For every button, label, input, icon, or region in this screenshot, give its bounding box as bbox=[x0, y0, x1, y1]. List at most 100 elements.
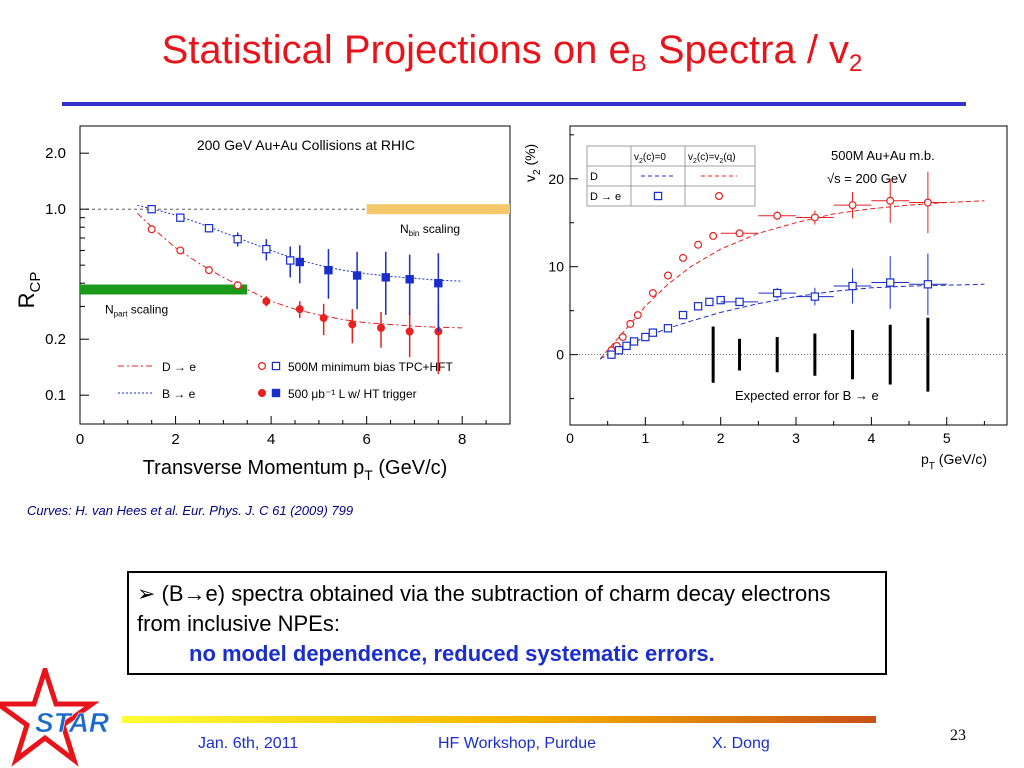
footer-bar bbox=[122, 716, 876, 723]
rcp-legend-marker bbox=[258, 362, 267, 371]
v2-legend-row-label: D bbox=[590, 171, 598, 183]
v2-legend-marker bbox=[653, 191, 663, 201]
v2-annotation-line2: √s = 200 GeV bbox=[827, 171, 907, 186]
v2-y-tick-label: 20 bbox=[548, 171, 564, 187]
npart-scaling-label: Npart scaling bbox=[105, 302, 168, 318]
rcp-legend-marker-label: 500 μb⁻¹ L w/ HT trigger bbox=[288, 387, 417, 401]
rcp-x-tick-label: 8 bbox=[458, 431, 466, 448]
v2-data-point bbox=[678, 310, 688, 320]
rcp-legend-curve-label: B → e bbox=[162, 387, 196, 401]
v2-data-point bbox=[626, 319, 635, 328]
rcp-x-axis-label: Transverse Momentum pT (GeV/c) bbox=[143, 457, 448, 483]
v2-data-point bbox=[735, 297, 744, 307]
nbin-scaling-label: Nbin scaling bbox=[400, 222, 460, 238]
v2-data-point bbox=[693, 302, 703, 311]
v2-data-point bbox=[709, 231, 718, 240]
v2-x-tick-label: 0 bbox=[566, 430, 574, 446]
rcp-data-point bbox=[348, 320, 357, 329]
rcp-data-point bbox=[324, 265, 333, 275]
v2-y-axis-label: v2 (%) bbox=[522, 144, 543, 182]
v2-x-axis-label: pT (GeV/c) bbox=[921, 451, 987, 472]
rcp-data-point bbox=[434, 278, 443, 288]
rcp-data-point bbox=[352, 271, 362, 280]
v2-data-point bbox=[773, 211, 782, 220]
rcp-data-point bbox=[295, 257, 304, 267]
v2-data-point bbox=[679, 253, 688, 262]
rcp-data-point bbox=[147, 225, 156, 234]
v2-chart: 0 1 2 3 4 5 0 10 20 pT (GeV/c) v2 (%) 500M Au+Au m.… bbox=[522, 125, 1008, 472]
nbin-scaling-band bbox=[366, 204, 510, 215]
v2-data-point bbox=[614, 346, 624, 355]
rcp-data-point bbox=[262, 297, 271, 306]
v2-y-tick-label: 10 bbox=[548, 259, 564, 275]
rcp-data-point bbox=[377, 323, 386, 332]
v2-x-tick-label: 1 bbox=[641, 430, 649, 446]
rcp-legend-curve-label: D → e bbox=[162, 360, 196, 374]
page-number: 23 bbox=[950, 727, 966, 744]
v2-data-point bbox=[772, 288, 782, 298]
rcp-data-point bbox=[233, 281, 242, 290]
npart-scaling-band bbox=[80, 284, 248, 295]
v2-data-point bbox=[641, 332, 650, 342]
v2-data-point bbox=[694, 240, 703, 249]
rcp-legend-marker bbox=[258, 389, 267, 398]
curves-citation: Curves: H. van Hees et al. Eur. Phys. J.… bbox=[27, 503, 354, 518]
rcp-data-point bbox=[233, 234, 242, 244]
rcp-chart: 0 2 4 6 8 0.1 0.2 1.0 2.0 Transverse Momentum pT … bbox=[14, 125, 511, 483]
v2-data-point bbox=[663, 324, 673, 333]
rcp-y-tick-label: 0.2 bbox=[45, 331, 66, 348]
v2-data-point bbox=[648, 289, 657, 298]
v2-annotation-line1: 500M Au+Au m.b. bbox=[831, 148, 935, 163]
rcp-legend-marker-label: 500M minimum bias TPC+HFT bbox=[288, 360, 453, 374]
rcp-legend-marker bbox=[271, 361, 281, 371]
v2-legend-header: v2(c)=0 bbox=[634, 152, 666, 165]
v2-x-tick-label: 3 bbox=[792, 430, 800, 446]
v2-legend-header: v2(c)=v2(q) bbox=[688, 152, 736, 165]
footer-event: HF Workshop, Purdue bbox=[438, 735, 596, 752]
rcp-x-tick-label: 2 bbox=[171, 431, 179, 448]
v2-data-point bbox=[923, 280, 933, 289]
v2-data-point bbox=[716, 295, 725, 305]
star-logo: STAR bbox=[0, 668, 110, 767]
v2-data-point bbox=[848, 201, 857, 210]
v2-x-tick-label: 4 bbox=[867, 430, 875, 446]
v2-frame bbox=[569, 125, 1008, 426]
v2-data-point bbox=[633, 311, 642, 320]
rcp-x-tick-label: 4 bbox=[267, 431, 275, 448]
footer-date: Jan. 6th, 2011 bbox=[198, 735, 299, 752]
v2-data-point bbox=[622, 341, 631, 351]
rcp-data-point bbox=[381, 273, 390, 282]
rcp-data-point bbox=[147, 204, 156, 214]
v2-legend-row-label: D → e bbox=[590, 191, 621, 203]
summary-text: ➢ (B→e) spectra obtained via the subtrac… bbox=[137, 581, 831, 636]
rcp-data-point bbox=[204, 224, 214, 233]
v2-legend-marker bbox=[715, 191, 724, 200]
rcp-model-curve bbox=[136, 212, 463, 329]
rcp-frame bbox=[79, 125, 511, 425]
v2-expected-error-label: Expected error for B → e bbox=[735, 388, 879, 403]
rcp-legend-marker bbox=[271, 388, 281, 398]
rcp-data-point bbox=[205, 266, 214, 275]
rcp-y-tick-label: 0.1 bbox=[45, 387, 66, 404]
rcp-chart-title: 200 GeV Au+Au Collisions at RHIC bbox=[197, 137, 415, 153]
footer-author: X. Dong bbox=[712, 735, 770, 752]
v2-data-point bbox=[735, 229, 744, 238]
slide-title: Statistical Projections on eB Spectra / … bbox=[161, 28, 863, 77]
star-logo-text: STAR bbox=[35, 707, 110, 738]
v2-data-point bbox=[607, 350, 616, 359]
v2-data-point bbox=[886, 196, 895, 205]
v2-data-point bbox=[663, 271, 672, 280]
v2-x-tick-label: 5 bbox=[943, 430, 951, 446]
v2-y-tick-label: 0 bbox=[556, 347, 564, 363]
rcp-data-point bbox=[286, 256, 295, 265]
v2-data-point bbox=[810, 292, 820, 301]
summary-highlight: no model dependence, reduced systematic … bbox=[189, 641, 715, 666]
rcp-data-point bbox=[262, 244, 271, 254]
rcp-data-point bbox=[295, 305, 304, 314]
rcp-data-point bbox=[176, 246, 185, 255]
rcp-y-tick-label: 1.0 bbox=[45, 201, 66, 218]
v2-data-point bbox=[705, 297, 714, 307]
v2-data-point bbox=[923, 198, 932, 207]
rcp-data-point bbox=[405, 275, 414, 284]
v2-data-point bbox=[848, 281, 857, 291]
